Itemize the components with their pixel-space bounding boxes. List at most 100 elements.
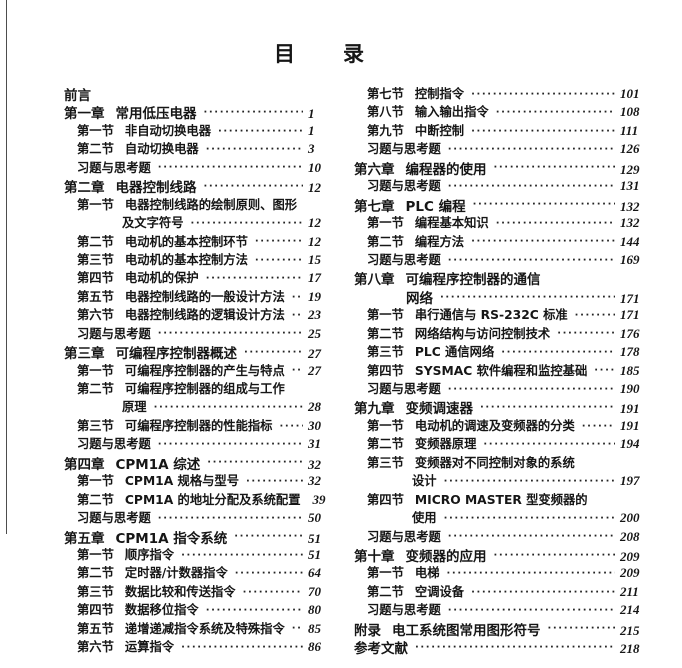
dot-leader: ········································… [495,107,615,119]
page-number: 171 [620,307,640,323]
entry-title: 数据移位指令 [124,603,199,618]
dot-leader: ········································… [157,328,303,340]
page-number: 108 [620,104,640,120]
entry-title: 递增递减指令系统及特殊指令 [124,621,285,636]
entry-label: 第四节 [77,603,114,618]
page-number: 10 [308,159,321,175]
toc-entry: 习题与思考题 ··································… [64,158,334,176]
page-number: 214 [620,602,640,618]
page-number: 200 [620,510,640,526]
toc-entry: 第一节 电器控制线路的绘制原则、图形 [64,195,334,213]
toc-entry: 习题与思考题 ··································… [64,508,334,526]
dot-leader: ········································… [207,457,303,469]
dot-leader: ········································… [218,125,303,137]
entry-title: CPM1A 综述 [115,456,201,472]
dot-leader: ········································… [254,236,303,248]
entry-label: 第一节 [77,363,114,378]
dot-leader: ········································… [291,365,303,377]
entry-label: 第二节 [77,492,114,507]
page-number: 190 [620,381,640,396]
toc-entry: 习题与思考题 ··································… [354,250,646,268]
entry-label: 第三章 [64,346,105,361]
dot-leader: ········································… [244,346,303,358]
entry-title: 可编程序控制器的通信 [405,272,541,287]
page-number: 1 [308,106,315,121]
entry-label: 第六节 [77,640,114,655]
dot-leader: ········································… [234,568,303,580]
entry-label: 第三节 [77,584,114,599]
entry-title: 控制指令 [414,87,465,101]
page-number: 209 [620,548,640,564]
page-number: 208 [620,528,640,544]
entry-title: 电器控制线路的逻辑设计方法 [124,308,285,323]
entry-title-continuation: 设计 [412,474,437,489]
page-number: 215 [620,622,640,638]
entry-title: 编程方法 [414,234,465,249]
dot-leader: ········································… [205,273,303,285]
page-number: 50 [308,510,321,526]
page-number: 85 [308,620,321,636]
toc-entry: 习题与思考题 ··································… [354,600,646,618]
dot-leader: ········································… [157,512,303,524]
entry-label: 第四节 [367,363,404,378]
entry-label: 第八章 [354,272,395,287]
entry-label: 第三节 [367,345,404,360]
toc-entry: 第二节 可编程序控制器的组成与工作 [64,379,334,397]
entry-title: 习题与思考题 [77,160,151,175]
entry-title: 习题与思考题 [367,603,441,618]
entry-title: 变频调速器 [405,401,474,416]
toc-entry: 参考文献 ····································… [354,637,646,655]
toc-entry: 第一节 CPM1A 规格与型号 ··························… [64,471,334,489]
entry-title: 变频器的应用 [405,548,487,564]
toc-entry: 第三节 PLC 通信网络 ·····························… [354,342,646,360]
entry-label: 第八节 [367,105,404,120]
entry-title: 电器控制线路的绘制原则、图形 [124,197,298,212]
entry-label: 第一节 [77,547,114,562]
dot-leader: ········································… [447,383,615,395]
dot-leader: ········································… [447,144,615,156]
entry-title: 网络结构与访问控制技术 [414,326,551,341]
entry-title: 定时器/计数器指令 [124,566,228,581]
entry-title: PLC 通信网络 [414,345,495,360]
entry-title: 变频器对不同控制对象的系统 [414,455,575,470]
entry-title: 常用低压电器 [115,106,197,121]
dot-leader: ········································… [190,217,304,229]
page-number: 51 [308,546,321,562]
dot-leader: ········································… [501,346,615,358]
page-number: 27 [308,362,321,378]
dot-leader: ········································… [447,531,615,543]
toc-entry-continuation: 设计 ······································… [354,471,646,489]
entry-label: 第一节 [367,566,404,581]
toc-entry: 习题与思考题 ··································… [64,324,334,342]
dot-leader: ········································… [242,586,303,598]
dot-leader: ········································… [203,180,304,192]
entry-title: 非自动切换电器 [124,123,211,138]
entry-label: 第一节 [367,216,404,231]
entry-title: 可编程序控制器概述 [115,346,238,361]
entry-title-continuation: 使用 [412,511,437,526]
entry-label: 第二节 [367,437,404,452]
dot-leader: ········································… [181,641,303,653]
toc-entry: 第八章 可编程序控制器的通信 [354,268,646,286]
entry-title: 电动机的基本控制方法 [124,252,248,267]
dot-leader: ········································… [205,604,303,616]
entry-title: 电器控制线路 [115,180,197,195]
entry-title: 习题与思考题 [77,326,151,341]
dot-leader: ········································… [153,402,303,414]
dot-leader: ········································… [157,439,303,451]
entry-label: 第二节 [77,382,114,396]
